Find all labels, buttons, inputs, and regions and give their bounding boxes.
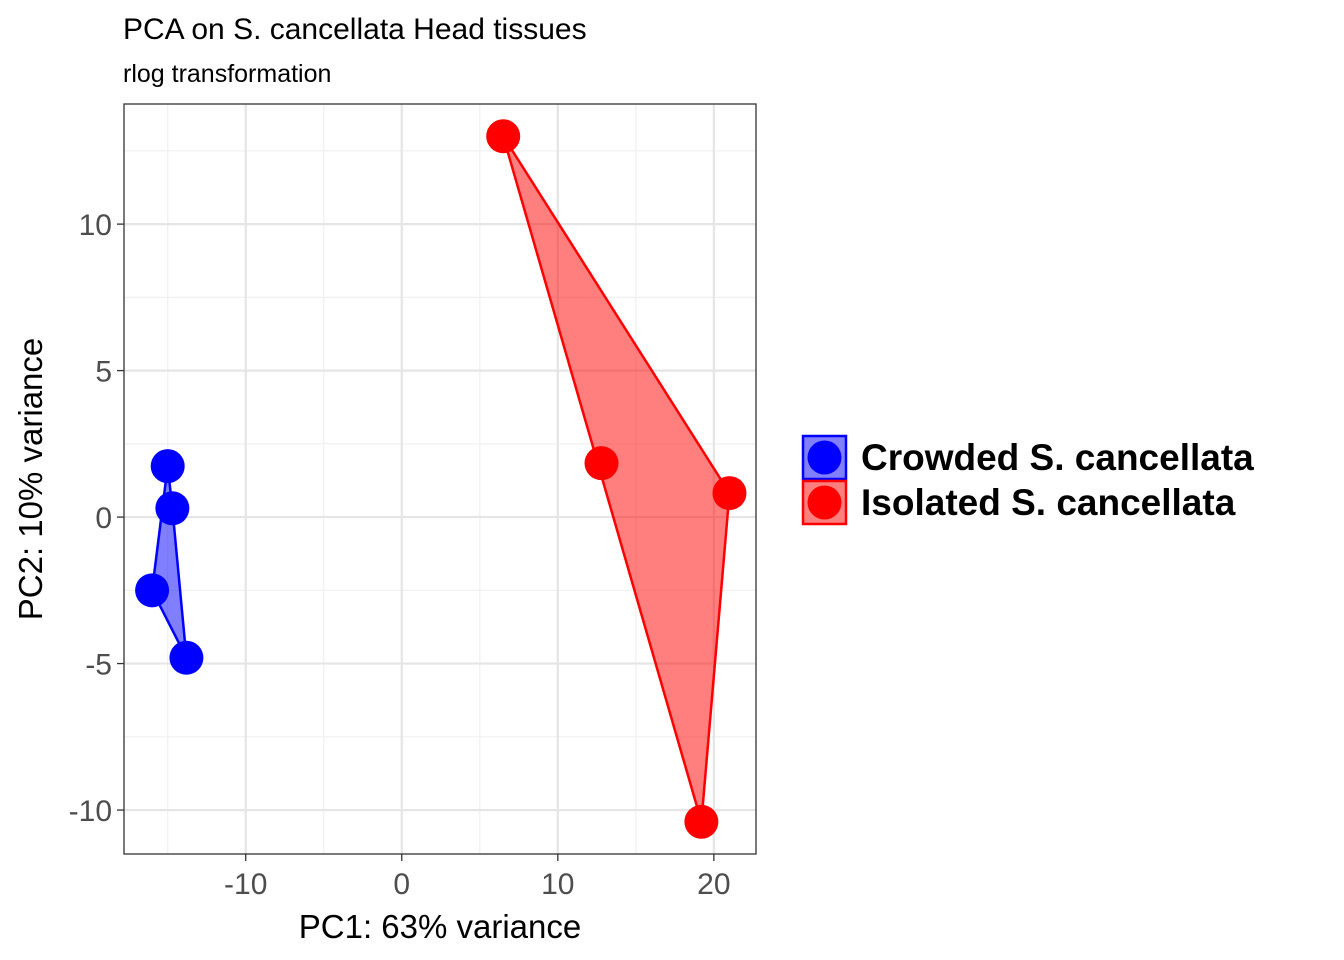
legend-label: Crowded S. cancellata	[861, 437, 1254, 478]
legend-key-point	[807, 440, 842, 475]
legend-key-point	[807, 485, 842, 520]
x-axis: -10 0 10 20	[224, 854, 731, 901]
point-isolated	[684, 804, 719, 839]
x-tick-label: 0	[393, 868, 410, 901]
point-isolated	[712, 476, 747, 511]
point-isolated	[584, 446, 619, 481]
point-crowded	[155, 491, 190, 526]
x-tick-label: -10	[224, 868, 267, 901]
y-tick-label: 10	[79, 209, 112, 242]
y-tick-label: -5	[85, 649, 112, 682]
hull-isolated	[501, 135, 731, 823]
y-axis-label: PC2: 10% variance	[12, 338, 49, 620]
y-tick-label: 0	[95, 502, 112, 535]
data-points	[135, 119, 747, 839]
chart-subtitle: rlog transformation	[123, 60, 331, 88]
point-crowded	[150, 449, 185, 484]
y-tick-label: 5	[95, 356, 112, 389]
group-hulls	[150, 135, 731, 823]
plot-border	[123, 103, 757, 855]
point-crowded	[135, 573, 170, 608]
x-tick-label: 10	[541, 868, 574, 901]
point-isolated	[486, 119, 521, 154]
y-tick-label: -10	[69, 795, 112, 828]
x-axis-label: PC1: 63% variance	[299, 908, 581, 945]
chart-title: PCA on S. cancellata Head tissues	[123, 13, 587, 46]
y-axis: -10 -5 0 5 10	[69, 209, 124, 828]
legend-label: Isolated S. cancellata	[861, 482, 1236, 523]
point-crowded	[169, 640, 204, 675]
x-tick-label: 20	[697, 868, 730, 901]
